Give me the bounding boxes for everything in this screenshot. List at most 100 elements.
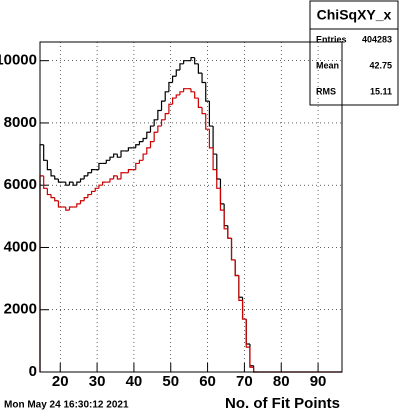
histogram-step — [90, 190, 96, 195]
y-tick-label: 8000 — [4, 114, 37, 131]
histogram-step — [46, 188, 52, 196]
histogram-step — [50, 194, 55, 199]
histogram-step — [94, 187, 99, 192]
histogram-step — [76, 181, 81, 186]
histogram-step — [120, 172, 125, 179]
histogram-step — [127, 169, 133, 173]
histogram-step — [68, 181, 74, 186]
histogram-step — [46, 160, 52, 171]
histogram-step — [175, 69, 180, 77]
histogram-step — [249, 347, 254, 368]
histogram-step — [234, 259, 239, 277]
histogram-step — [135, 162, 140, 170]
histogram-step — [179, 91, 184, 95]
histogram-step — [168, 81, 173, 92]
histogram-step — [194, 57, 199, 65]
histogram-step — [168, 103, 173, 114]
x-tick-label: 40 — [126, 373, 143, 390]
histogram-step — [227, 228, 232, 239]
stats-key: RMS — [316, 86, 336, 96]
histogram-step — [83, 197, 88, 201]
histogram-step — [127, 147, 133, 151]
histogram-step — [205, 113, 210, 130]
histogram-step — [65, 207, 70, 211]
x-tick-label: 90 — [310, 373, 327, 390]
timestamp: Mon May 24 16:30:12 2021 — [4, 400, 129, 411]
stats-key: Entries — [316, 34, 347, 44]
histogram-step — [43, 144, 48, 161]
histogram-step — [219, 188, 225, 211]
x-axis-label: No. of Fit Points — [225, 395, 340, 412]
stats-title: ChiSqXY_x — [317, 7, 392, 23]
histogram-step — [98, 184, 103, 189]
histogram-step — [171, 75, 177, 83]
histogram-step — [109, 178, 114, 183]
histogram-step — [201, 73, 206, 84]
histogram-step — [65, 182, 70, 186]
histogram-step — [153, 131, 158, 142]
histogram-step — [197, 63, 203, 74]
histogram-step — [164, 91, 169, 102]
histogram-step — [68, 206, 74, 211]
histogram-step — [83, 175, 88, 179]
histogram-step — [201, 107, 206, 115]
stats-value: 15.11 — [370, 86, 392, 96]
histogram-step — [205, 82, 210, 102]
histogram-step — [197, 98, 203, 108]
histogram-step — [183, 60, 188, 64]
histogram-step — [146, 131, 151, 139]
x-tick-label: 50 — [162, 373, 179, 390]
histogram-step — [194, 91, 199, 99]
histogram-step — [223, 210, 228, 230]
histogram-step — [76, 203, 81, 207]
stats-value: 404283 — [362, 34, 392, 44]
histogram-step — [157, 125, 162, 133]
histogram-step — [116, 154, 122, 158]
histogram-step — [142, 153, 147, 161]
histogram-step — [146, 147, 151, 155]
stats-box: ChiSqXY_x Entries 404283 Mean 42.75 RMS 15.11 — [309, 0, 399, 106]
stats-frame — [309, 0, 399, 106]
histogram-step — [79, 178, 85, 183]
histogram-step — [171, 97, 177, 105]
y-tick-label: 0 — [29, 363, 37, 380]
x-tick-label: 60 — [199, 373, 216, 390]
histogram-step — [109, 156, 114, 161]
histogram-step — [208, 101, 214, 127]
histogram-step — [216, 169, 221, 189]
histogram-step — [72, 182, 77, 186]
histogram-step — [175, 94, 180, 99]
histogram-step — [212, 147, 217, 171]
histogram-step — [153, 119, 158, 127]
histogram-step — [241, 300, 247, 320]
histogram-step — [190, 56, 195, 61]
x-tick-label: 20 — [52, 373, 69, 390]
y-tick-label: 6000 — [4, 176, 37, 193]
y-tick-label: 10000 — [0, 52, 37, 69]
histogram-step — [113, 175, 118, 179]
histogram-step — [102, 181, 107, 186]
histogram-step — [164, 113, 169, 120]
x-tick-label: 30 — [89, 373, 106, 390]
histogram-step — [142, 137, 147, 142]
histogram-step — [135, 144, 140, 148]
histogram-step — [87, 193, 92, 198]
histogram-step — [183, 88, 188, 92]
histogram-step — [245, 319, 250, 348]
histogram-step — [87, 172, 92, 176]
histogram-step — [160, 100, 166, 111]
histogram-step — [98, 162, 103, 170]
histogram-step — [238, 275, 243, 301]
histogram-step — [157, 109, 162, 120]
histogram-step — [149, 125, 155, 133]
histogram-step — [208, 129, 214, 149]
histogram-step — [57, 178, 63, 183]
histogram-step — [230, 238, 236, 261]
histogram-step — [57, 200, 63, 208]
histogram-step — [54, 197, 59, 202]
histogram-step — [149, 141, 155, 148]
histogram-step — [120, 150, 125, 158]
histogram-step — [90, 169, 96, 173]
stats-key: Mean — [316, 60, 339, 70]
histogram-step — [179, 63, 184, 71]
